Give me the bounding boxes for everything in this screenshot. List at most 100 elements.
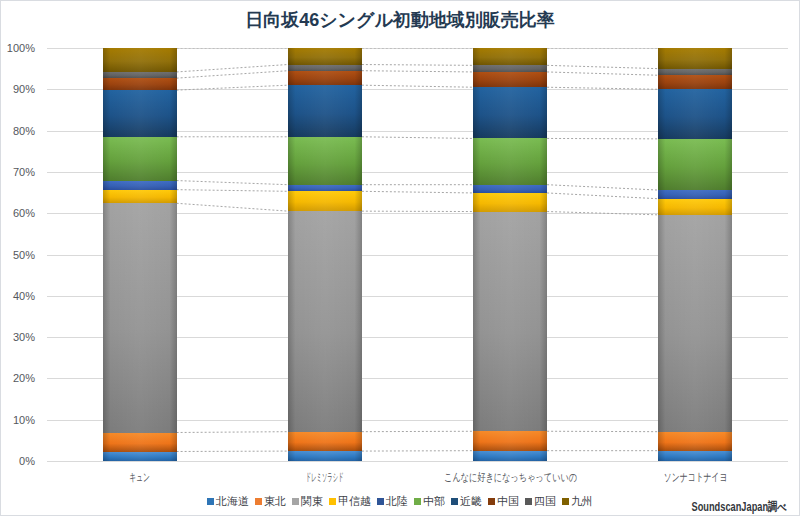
bar-segment-甲信越	[103, 190, 177, 203]
legend-label: 東北	[264, 494, 286, 509]
stacked-bar-4	[658, 48, 732, 461]
connector-line	[547, 193, 658, 199]
connector-line	[362, 137, 473, 139]
bar-segment-甲信越	[658, 199, 732, 215]
connector-line	[362, 85, 473, 87]
legend-swatch	[207, 498, 214, 505]
legend-item-関東: 関東	[292, 494, 323, 509]
connector-line	[177, 203, 288, 211]
bar-segment-北海道	[658, 451, 732, 461]
bar-segment-関東	[473, 212, 547, 431]
bar-segment-東北	[103, 433, 177, 452]
legend-label: 北海道	[216, 494, 249, 509]
legend-item-中国: 中国	[488, 494, 519, 509]
legend-item-甲信越: 甲信越	[329, 494, 371, 509]
connector-line	[362, 71, 473, 72]
plot-area	[47, 48, 788, 461]
y-tick-label: 0%	[0, 455, 35, 467]
bar-segment-関東	[103, 203, 177, 433]
legend-label: 中部	[423, 494, 445, 509]
connector-line	[547, 87, 658, 89]
legend-label: 近畿	[460, 494, 482, 509]
bar-segment-中部	[103, 137, 177, 181]
legend-label: 四国	[534, 494, 556, 509]
bar-segment-四国	[103, 72, 177, 78]
y-tick-label: 30%	[0, 331, 35, 343]
legend-swatch	[377, 498, 384, 505]
y-tick-label: 80%	[0, 125, 35, 137]
bar-segment-九州	[103, 48, 177, 72]
bar-segment-中部	[288, 137, 362, 185]
chart-title: 日向坂46シングル初動地域別販売比率	[1, 8, 799, 32]
connector-line	[177, 181, 288, 185]
legend-item-北海道: 北海道	[207, 494, 249, 509]
legend-item-東北: 東北	[255, 494, 286, 509]
bar-segment-九州	[658, 48, 732, 69]
bar-segment-北海道	[473, 451, 547, 461]
bar-segment-四国	[288, 65, 362, 71]
y-axis: 0%10%20%30%40%50%60%70%80%90%100%	[1, 48, 41, 461]
bar-segment-北海道	[103, 452, 177, 461]
y-tick-label: 50%	[0, 249, 35, 261]
stacked-bar-3	[473, 48, 547, 461]
bar-segment-東北	[288, 432, 362, 451]
bar-segment-東北	[473, 431, 547, 451]
stacked-bar-2	[288, 48, 362, 461]
bar-segment-北海道	[288, 451, 362, 461]
bar-segment-北陸	[103, 181, 177, 190]
legend-item-中部: 中部	[414, 494, 445, 509]
y-tick-label: 100%	[0, 42, 35, 54]
legend-swatch	[525, 498, 532, 505]
bar-segment-近畿	[103, 90, 177, 137]
legend-label: 九州	[571, 494, 593, 509]
legend-label: 甲信越	[338, 494, 371, 509]
legend-swatch	[292, 498, 299, 505]
bar-segment-北陸	[288, 185, 362, 191]
bar-segment-中国	[473, 72, 547, 87]
bar-segment-九州	[288, 48, 362, 65]
connector-line	[177, 65, 288, 72]
legend-item-近畿: 近畿	[451, 494, 482, 509]
legend-swatch	[329, 498, 336, 505]
bar-segment-東北	[658, 432, 732, 451]
connector-line	[547, 72, 658, 75]
bar-segment-中国	[288, 71, 362, 85]
x-category-label: キュン	[82, 470, 197, 485]
bar-segment-北陸	[658, 190, 732, 199]
legend-swatch	[562, 498, 569, 505]
legend-label: 中国	[497, 494, 519, 509]
bar-segment-甲信越	[288, 191, 362, 211]
connector-line	[547, 185, 658, 190]
bar-segment-甲信越	[473, 193, 547, 212]
legend-label: 北陸	[386, 494, 408, 509]
y-tick-label: 60%	[0, 207, 35, 219]
y-tick-label: 20%	[0, 372, 35, 384]
connector-line	[177, 432, 288, 433]
connector-line	[547, 65, 658, 68]
legend-label: 関東	[301, 494, 323, 509]
chart-area: 日向坂46シングル初動地域別販売比率 0% 10% 20% 30% 40% 50% 60% 7…	[0, 0, 800, 516]
connector-line	[177, 71, 288, 78]
connector-line	[547, 212, 658, 215]
bar-segment-関東	[288, 211, 362, 432]
y-tick-label: 90%	[0, 83, 35, 95]
legend-swatch	[488, 498, 495, 505]
x-category-label: ドレミソラシド	[280, 470, 369, 485]
bar-segment-中国	[103, 78, 177, 90]
x-category-label: こんなに好きになっちゃっていいの	[442, 470, 579, 485]
connector-line	[177, 85, 288, 90]
y-tick-label: 40%	[0, 290, 35, 302]
bar-segment-九州	[473, 48, 547, 65]
connector-line	[362, 191, 473, 193]
y-tick-label: 70%	[0, 166, 35, 178]
bar-segment-四国	[658, 69, 732, 75]
legend-item-四国: 四国	[525, 494, 556, 509]
source-note: SoundscanJapan調べ	[692, 499, 787, 516]
stacked-bar-1	[103, 48, 177, 461]
legend-item-九州: 九州	[562, 494, 593, 509]
bar-segment-近畿	[658, 89, 732, 139]
y-tick-label: 10%	[0, 414, 35, 426]
bar-segment-中国	[658, 75, 732, 89]
connector-line	[177, 190, 288, 192]
bar-segment-中部	[658, 139, 732, 190]
